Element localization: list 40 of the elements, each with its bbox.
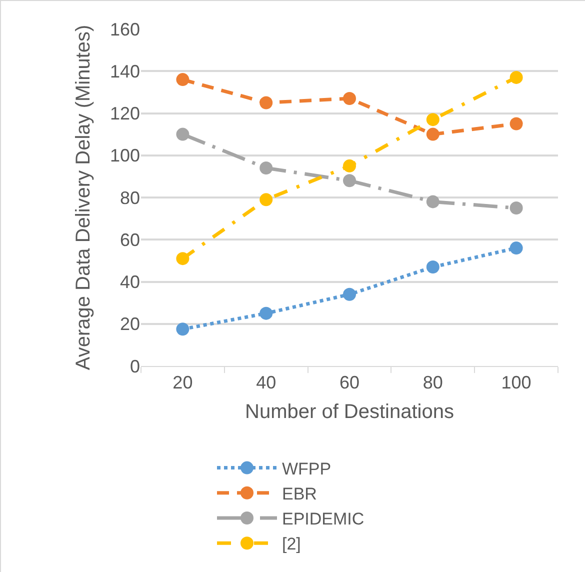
point [260,306,273,320]
y-tick-label: 40 [120,272,140,292]
y-tick-label: 0 [130,356,140,376]
point [176,73,190,86]
point [176,322,190,336]
y-tick-label: 100 [110,146,140,166]
x-tick-label: 20 [172,372,193,393]
point [426,195,440,208]
y-tick-label: 80 [120,188,140,208]
point [343,159,356,172]
y-tick-label: 140 [110,61,140,82]
x-axis-title: Number of Destinations [245,401,454,424]
y-tick-label: 120 [110,104,140,124]
point [176,128,190,141]
x-tick-label: 100 [501,372,532,393]
x-tick-label: 80 [422,372,443,393]
y-tick-label: 20 [120,314,140,334]
point [260,162,273,175]
point [510,202,523,215]
point [260,193,273,206]
point [510,117,523,130]
x-tick-label: 40 [256,372,276,393]
legend-label: EBR [282,484,317,504]
point [176,252,190,266]
point [260,96,273,110]
y-axis-title: Average Data Delivery Delay (Minutes) [72,24,94,370]
point [426,113,440,126]
point [426,128,440,141]
legend-label: EPIDEMIC [282,510,364,529]
legend-label: WFPP [282,459,332,478]
point [510,70,523,84]
x-tick-label: 60 [339,372,360,393]
legend-label: [2] [282,534,301,554]
point [343,174,356,188]
point [510,242,523,255]
y-tick-label: 60 [120,230,140,250]
point [426,260,440,274]
point [343,92,356,106]
y-tick-label: 160 [110,19,140,40]
point [343,288,356,301]
